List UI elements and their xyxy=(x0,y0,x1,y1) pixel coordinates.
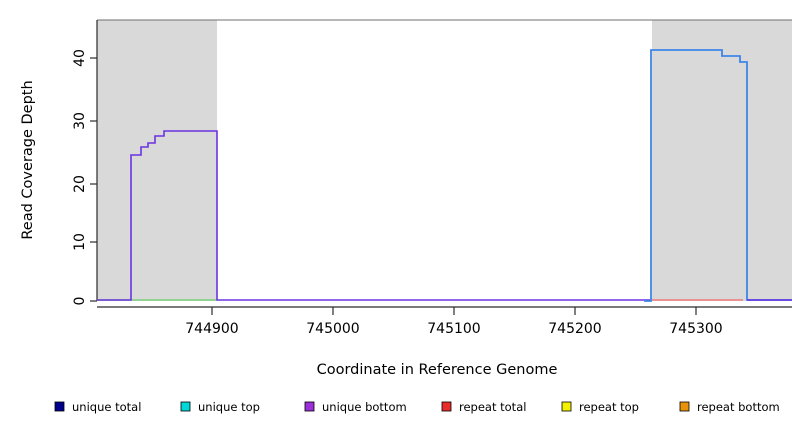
legend-swatch-repeat-bottom xyxy=(679,401,690,412)
y-axis-title: Read Coverage Depth xyxy=(20,80,36,239)
legend-label-unique-top: unique top xyxy=(198,400,260,414)
series-right-coverage-trace xyxy=(644,49,792,302)
legend-label-repeat-total: repeat total xyxy=(459,400,526,414)
legend-swatch-repeat-top xyxy=(561,401,572,412)
legend-label-unique-total: unique total xyxy=(72,400,141,414)
y-tick-label-10: 10 xyxy=(72,233,88,251)
x-axis-ticks xyxy=(211,307,697,315)
legend: unique total unique top unique bottom re… xyxy=(54,400,780,414)
x-tick-label-745000: 745000 xyxy=(306,321,359,337)
y-tick-label-40: 40 xyxy=(72,49,88,67)
y-tick-label-0: 0 xyxy=(72,297,88,306)
shaded-regions xyxy=(97,20,792,301)
y-tick-label-30: 30 xyxy=(72,112,88,130)
x-tick-label-745200: 745200 xyxy=(548,321,601,337)
legend-swatch-repeat-total xyxy=(441,401,452,412)
series-unique-bottom-trace xyxy=(97,130,651,301)
y-tick-label-20: 20 xyxy=(72,175,88,193)
x-tick-label-744900: 744900 xyxy=(185,321,238,337)
legend-swatch-unique-top xyxy=(180,401,191,412)
y-axis-ticks xyxy=(90,57,97,302)
x-axis-title: Coordinate in Reference Genome xyxy=(317,362,558,378)
legend-swatch-unique-total xyxy=(54,401,65,412)
x-tick-label-745100: 745100 xyxy=(427,321,480,337)
right-repeat-region xyxy=(652,20,792,301)
left-repeat-region xyxy=(97,20,217,301)
x-tick-label-745300: 745300 xyxy=(669,321,722,337)
x-axis-tick-labels: 744900 745000 745100 745200 745300 xyxy=(185,321,722,337)
y-axis-tick-labels: 0 10 20 30 40 xyxy=(72,49,88,305)
legend-label-unique-bottom: unique bottom xyxy=(322,400,407,414)
legend-swatch-unique-bottom xyxy=(304,401,315,412)
legend-label-repeat-bottom: repeat bottom xyxy=(697,400,780,414)
legend-label-repeat-top: repeat top xyxy=(579,400,639,414)
